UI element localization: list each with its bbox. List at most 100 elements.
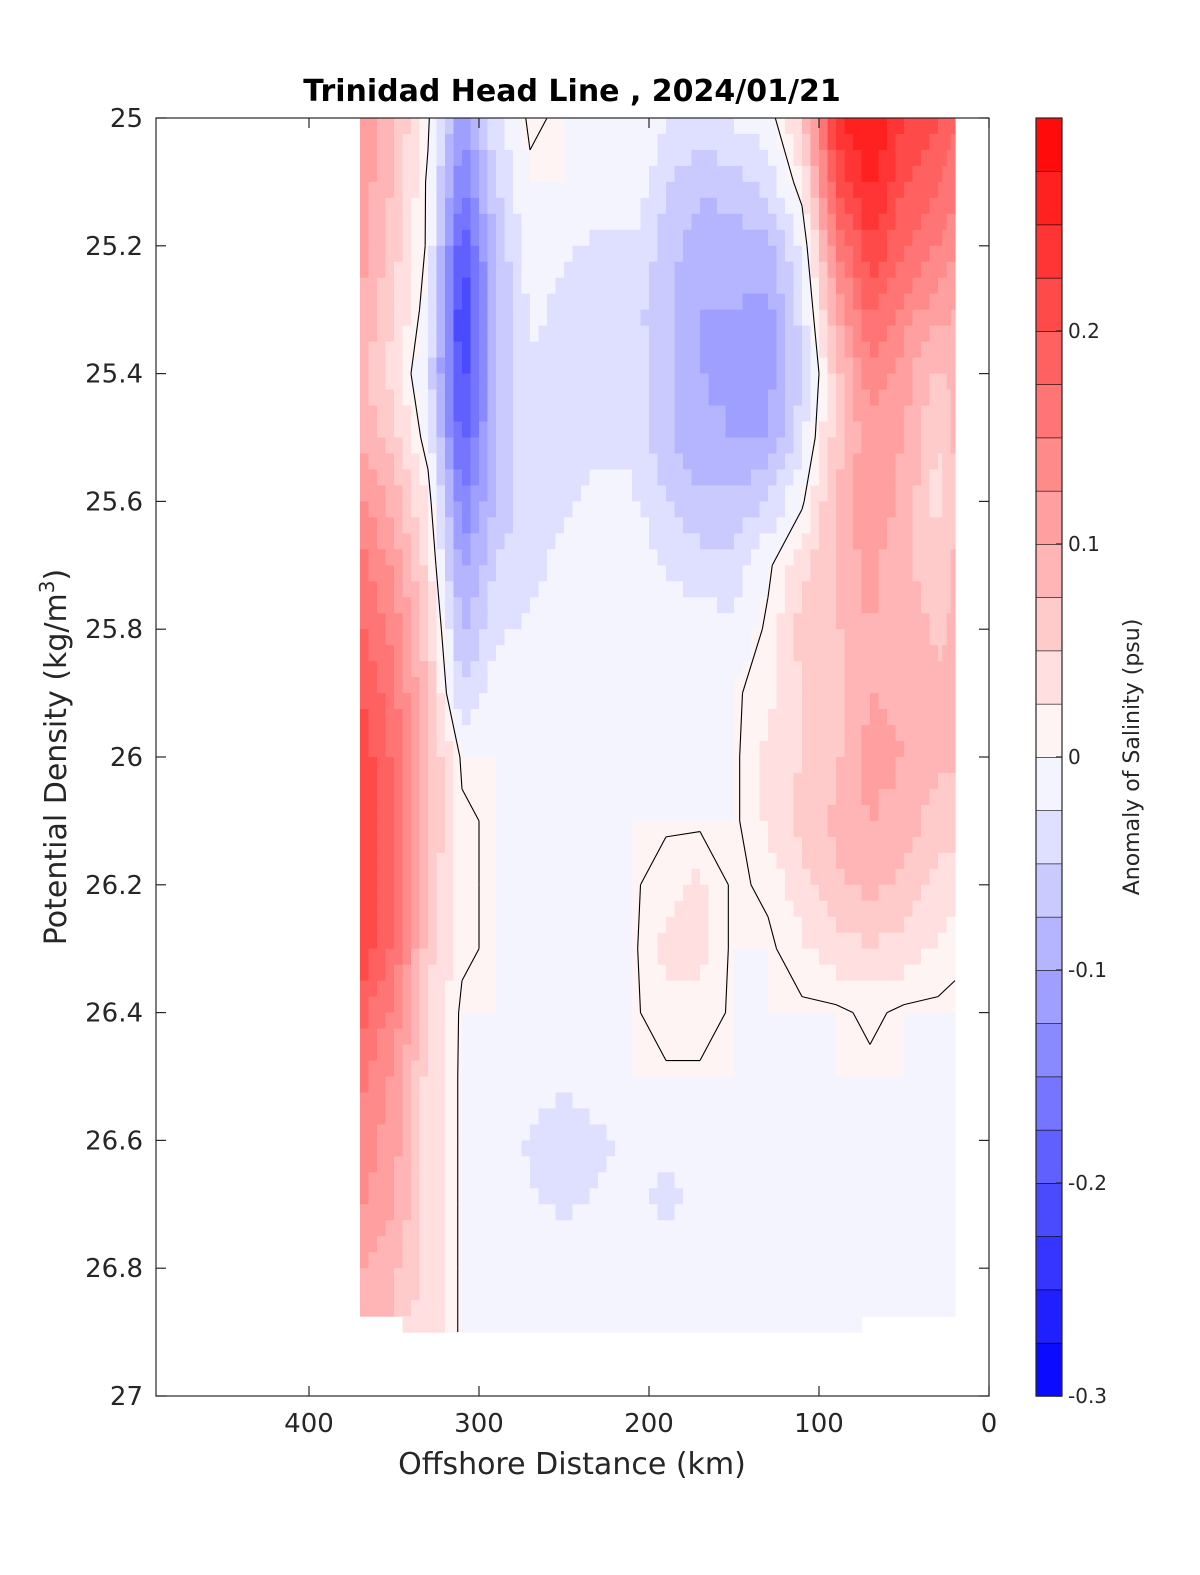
field-cell <box>623 229 633 247</box>
field-cell <box>572 1092 582 1110</box>
field-cell <box>895 948 905 966</box>
field-cell <box>691 118 701 135</box>
field-cell <box>810 916 820 934</box>
field-cell <box>555 693 565 710</box>
field-cell <box>942 645 948 662</box>
field-cell <box>487 852 497 870</box>
field-cell <box>878 533 888 550</box>
field-cell <box>394 309 404 327</box>
field-cell <box>504 1076 514 1094</box>
field-cell <box>462 836 472 854</box>
field-cell <box>691 517 701 534</box>
field-cell <box>649 533 659 550</box>
field-cell <box>810 581 820 598</box>
field-cell <box>496 1092 506 1110</box>
field-cell <box>513 549 523 566</box>
field-cell <box>785 181 795 199</box>
field-cell <box>734 772 744 790</box>
field-cell <box>691 165 701 183</box>
field-cell <box>895 501 905 518</box>
field-cell <box>942 341 948 359</box>
field-cell <box>810 197 820 215</box>
field-cell <box>428 453 438 471</box>
field-cell <box>615 613 625 630</box>
field-cell <box>776 996 786 1014</box>
field-cell <box>657 133 667 151</box>
field-cell <box>513 197 523 215</box>
field-cell <box>598 357 608 375</box>
field-cell <box>428 677 438 694</box>
field-cell <box>368 900 378 918</box>
field-cell <box>615 565 625 582</box>
field-cell <box>547 229 557 247</box>
field-cell <box>419 1172 429 1189</box>
field-cell <box>632 693 642 710</box>
field-cell <box>589 980 599 998</box>
field-cell <box>598 549 608 566</box>
field-cell <box>827 245 837 263</box>
field-cell <box>402 948 412 966</box>
field-cell <box>581 964 591 982</box>
field-cell <box>861 613 871 630</box>
field-cell <box>462 900 472 918</box>
field-cell <box>462 1076 472 1094</box>
field-cell <box>938 469 943 487</box>
field-cell <box>921 613 931 630</box>
field-cell <box>564 757 574 774</box>
field-cell <box>598 405 608 423</box>
field-cell <box>504 757 514 774</box>
field-cell <box>547 181 557 199</box>
field-cell <box>496 197 506 215</box>
field-cell <box>691 229 701 247</box>
field-cell <box>836 549 846 566</box>
field-cell <box>836 645 846 662</box>
field-cell <box>623 437 633 455</box>
field-cell <box>428 1092 438 1110</box>
field-cell <box>649 293 659 311</box>
field-cell <box>742 996 752 1014</box>
field-cell <box>950 757 956 774</box>
field-cell <box>453 820 463 838</box>
field-cell <box>742 549 752 566</box>
field-cell <box>683 437 693 455</box>
field-cell <box>360 661 370 678</box>
field-cell <box>887 453 897 471</box>
field-cell <box>521 1220 531 1237</box>
field-cell <box>895 1140 905 1157</box>
field-cell <box>946 469 952 487</box>
field-cell <box>479 245 489 263</box>
field-cell <box>487 693 497 710</box>
field-cell <box>589 932 599 950</box>
field-cell <box>938 980 943 998</box>
field-cell <box>819 916 829 934</box>
field-cell <box>394 1124 404 1141</box>
field-cell <box>394 1140 404 1157</box>
field-cell <box>708 1140 718 1157</box>
field-cell <box>674 725 684 742</box>
field-cell <box>717 1188 727 1205</box>
field-cell <box>564 1060 574 1078</box>
field-cell <box>428 389 438 407</box>
field-cell <box>700 948 710 966</box>
field-cell <box>700 501 710 518</box>
field-cell <box>615 1060 625 1078</box>
field-cell <box>742 293 752 311</box>
field-cell <box>598 868 608 886</box>
field-cell <box>912 1108 922 1126</box>
field-cell <box>368 725 378 742</box>
field-cell <box>513 1188 523 1205</box>
field-cell <box>649 980 659 998</box>
field-cell <box>844 757 854 774</box>
field-cell <box>555 884 565 902</box>
field-cell <box>929 533 939 550</box>
field-cell <box>470 757 480 774</box>
field-cell <box>513 645 523 662</box>
field-cell <box>802 261 812 279</box>
field-cell <box>819 581 829 598</box>
field-cell <box>819 964 829 982</box>
field-cell <box>538 948 548 966</box>
field-cell <box>827 165 837 183</box>
field-cell <box>691 948 701 966</box>
field-cell <box>912 181 922 199</box>
field-cell <box>428 533 438 550</box>
